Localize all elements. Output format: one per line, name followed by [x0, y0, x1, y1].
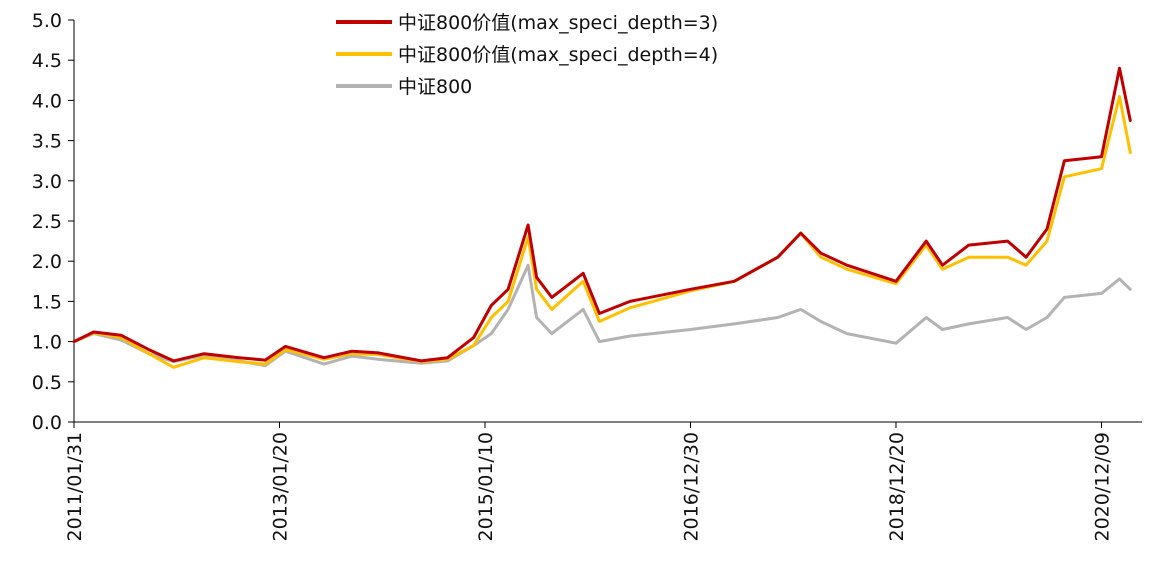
- legend-label: 中证800价值(max_speci_depth=4): [398, 44, 718, 66]
- x-tick-label: 2018/12/20: [886, 432, 908, 542]
- y-tick-label: 5.0: [32, 10, 62, 32]
- y-tick-label: 4.0: [32, 90, 62, 112]
- series-line-1: [72, 94, 1132, 369]
- y-tick-label: 0.0: [32, 412, 62, 434]
- x-tick-label: 2011/01/31: [64, 432, 86, 542]
- series-line-2: [72, 263, 1132, 368]
- x-tick-label: 2016/12/30: [680, 432, 702, 542]
- x-tick-label: 2015/01/10: [475, 432, 497, 542]
- legend-label: 中证800: [398, 76, 472, 98]
- y-tick-label: 3.5: [32, 131, 62, 153]
- y-tick-label: 3.0: [32, 171, 62, 193]
- x-tick-label: 2013/01/20: [269, 432, 291, 542]
- legend-label: 中证800价值(max_speci_depth=3): [398, 12, 718, 34]
- x-axis: 2011/01/31 2013/01/20 2015/01/10 2016/12/30…: [64, 421, 1142, 542]
- x-tick-label: 2020/12/09: [1091, 432, 1113, 542]
- y-tick-label: 1.5: [32, 291, 62, 313]
- y-tick-label: 4.5: [32, 50, 62, 72]
- y-tick-label: 2.5: [32, 211, 62, 233]
- legend: 中证800价值(max_speci_depth=3) 中证800价值(max_sp…: [336, 12, 718, 98]
- y-tick-label: 2.0: [32, 251, 62, 273]
- series-layer: [72, 66, 1132, 369]
- series-line-0: [72, 66, 1132, 363]
- y-tick-label: 1.0: [32, 332, 62, 354]
- y-tick-label: 0.5: [32, 372, 62, 394]
- y-axis: 0.0 0.5 1.0 1.5 2.0 2.5 3.0 3.5 4.0 4.5 5.0: [32, 10, 75, 434]
